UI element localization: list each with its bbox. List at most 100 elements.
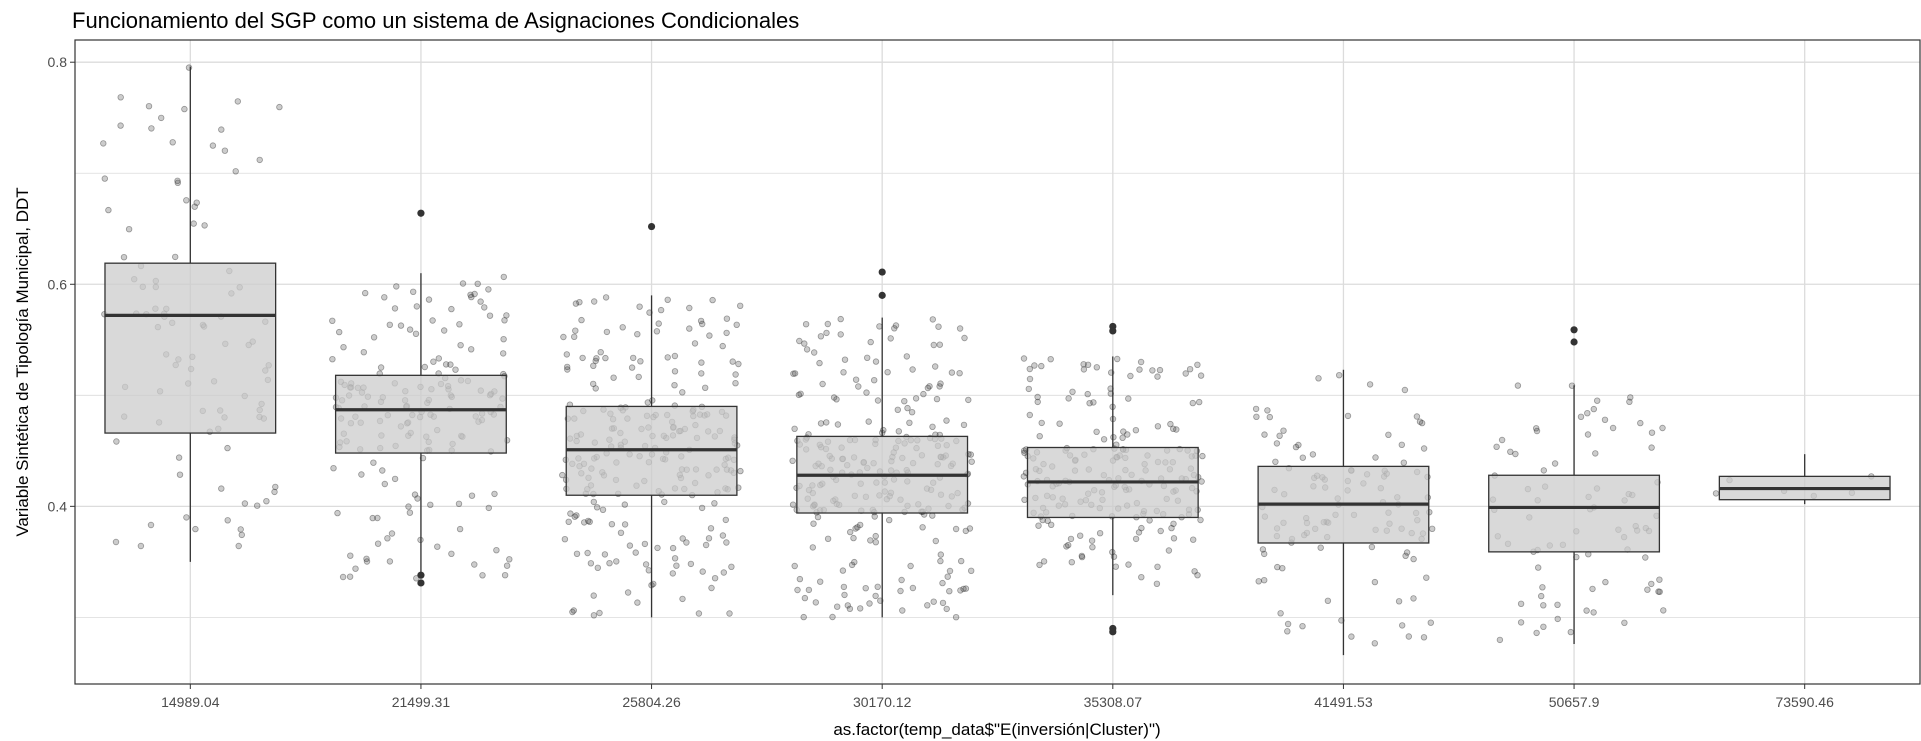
jitter-point: [1299, 623, 1306, 630]
jitter-point: [635, 373, 642, 381]
jitter-point: [174, 179, 181, 186]
jitter-point: [1084, 361, 1092, 368]
jitter-point: [1137, 358, 1145, 366]
jitter-point: [929, 423, 936, 430]
jitter-point: [1110, 553, 1118, 560]
jitter-point: [1584, 431, 1592, 438]
jitter-point: [929, 316, 936, 323]
jitter-point: [887, 335, 894, 342]
jitter-point: [590, 592, 597, 599]
jitter-point: [1280, 427, 1287, 434]
outlier-point: [647, 222, 656, 231]
box-35308.07: [1026, 322, 1199, 636]
box-41491.53: [1257, 369, 1430, 656]
jitter-point: [176, 471, 184, 478]
jitter-point: [706, 332, 713, 339]
jitter-point: [833, 396, 840, 403]
jitter-point: [624, 589, 632, 596]
jitter-point: [405, 503, 412, 510]
jitter-point: [797, 390, 804, 397]
jitter-point: [1173, 426, 1180, 433]
y-tick-label: 0.6: [48, 276, 68, 292]
jitter-point: [1274, 563, 1281, 571]
x-axis-title: as.factor(temp_data$"E(inversión|Cluster…: [833, 720, 1160, 739]
jitter-point: [705, 535, 713, 542]
jitter-point: [933, 395, 941, 403]
jitter-point: [571, 513, 578, 520]
jitter-point: [183, 197, 190, 204]
jitter-point: [1540, 623, 1547, 630]
jitter-point: [1410, 595, 1417, 602]
jitter-point: [816, 359, 823, 367]
jitter-point: [848, 561, 856, 569]
jitter-point: [329, 317, 336, 324]
jitter-point: [895, 428, 902, 435]
jitter-point: [486, 312, 494, 319]
jitter-point: [812, 599, 819, 606]
jitter-point: [1191, 568, 1198, 575]
jitter-point: [388, 530, 396, 537]
jitter-point: [406, 509, 414, 516]
jitter-point: [1567, 628, 1574, 636]
jitter-point: [698, 504, 706, 512]
jitter-point: [590, 362, 597, 369]
jitter-point: [414, 495, 421, 502]
jitter-point: [559, 471, 566, 479]
jitter-point: [841, 356, 849, 363]
jitter-point: [737, 467, 744, 475]
jitter-point: [1540, 602, 1547, 609]
jitter-point: [1020, 355, 1028, 362]
jitter-point: [190, 220, 197, 227]
jitter-point: [641, 540, 649, 548]
jitter-point: [1113, 355, 1121, 363]
x-tick-label: 25804.26: [622, 694, 681, 710]
jitter-point: [1659, 424, 1666, 432]
jitter-point: [709, 296, 716, 304]
jitter-point: [113, 438, 120, 445]
box-14989.04: [104, 66, 277, 562]
jitter-point: [410, 288, 417, 295]
jitter-point: [1266, 413, 1273, 421]
jitter-point: [632, 549, 639, 556]
jitter-point: [573, 512, 580, 519]
jitter-point: [457, 342, 464, 349]
jitter-point: [737, 302, 744, 309]
jitter-point: [1252, 405, 1260, 413]
jitter-point: [1026, 365, 1033, 373]
jitter-point: [1413, 413, 1421, 420]
jitter-point: [448, 305, 455, 313]
jitter-point: [865, 418, 872, 425]
jitter-point: [935, 323, 942, 330]
jitter-point: [606, 560, 613, 567]
jitter-point: [932, 537, 939, 545]
jitter-point: [626, 542, 634, 549]
jitter-point: [1648, 580, 1655, 588]
jitter-point: [1648, 429, 1656, 436]
jitter-point: [471, 290, 478, 298]
jitter-point: [789, 501, 797, 508]
jitter-point: [1401, 386, 1409, 394]
jitter-point: [570, 607, 577, 614]
jitter-point: [1100, 436, 1108, 443]
box-30170.12: [796, 268, 969, 618]
y-axis-ticks: 0.4 0.6 0.8: [48, 54, 75, 514]
jitter-point: [340, 344, 347, 351]
jitter-point: [1423, 574, 1430, 581]
jitter-point: [479, 572, 486, 579]
jitter-point: [1025, 385, 1032, 393]
jitter-point: [939, 599, 947, 607]
jitter-point: [932, 363, 939, 370]
jitter-point: [909, 584, 917, 592]
jitter-point: [485, 286, 492, 293]
jitter-point: [1135, 529, 1143, 536]
jitter-point: [1348, 633, 1355, 640]
jitter-point: [1259, 546, 1267, 553]
jitter-point: [1260, 577, 1268, 584]
chart-title: Funcionamiento del SGP como un sistema d…: [72, 8, 799, 33]
jitter-point: [1533, 629, 1540, 637]
jitter-point: [181, 105, 188, 113]
jitter-point: [1189, 399, 1196, 407]
jitter-point: [722, 516, 729, 524]
jitter-point: [455, 500, 463, 507]
jitter-point: [1372, 454, 1379, 461]
